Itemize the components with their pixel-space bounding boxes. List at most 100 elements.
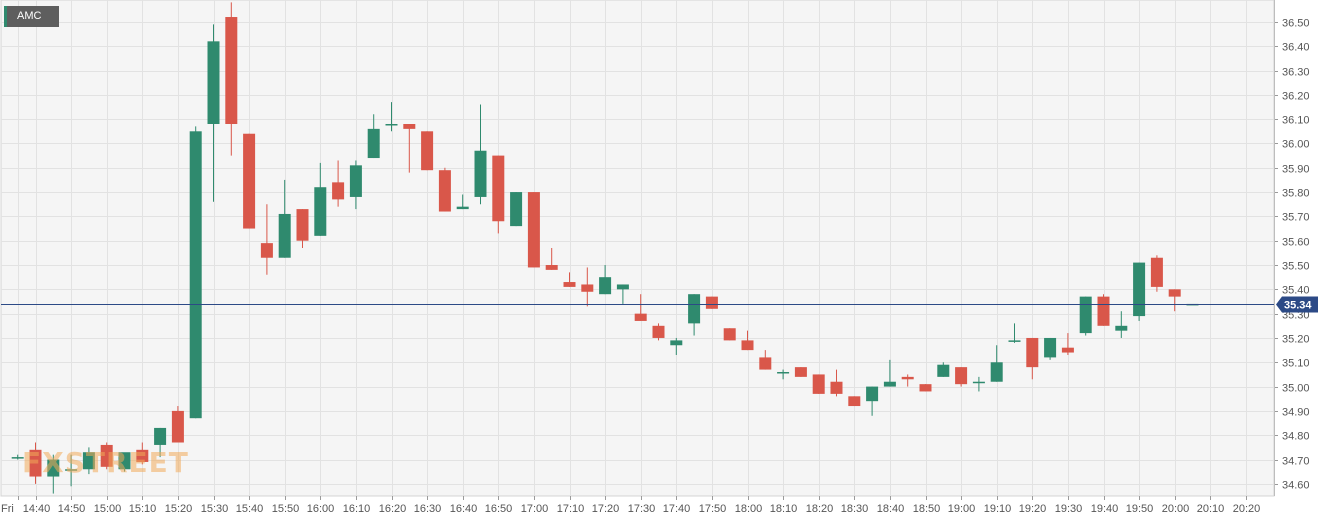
candle bbox=[705, 296, 718, 309]
candle bbox=[332, 160, 345, 207]
candle-body bbox=[421, 131, 434, 171]
x-tick-label: 17:30 bbox=[628, 503, 656, 515]
candle bbox=[794, 367, 807, 377]
candle bbox=[1168, 289, 1181, 312]
candle-body bbox=[82, 452, 95, 470]
candle-body bbox=[1133, 262, 1146, 317]
candle-body bbox=[1168, 289, 1181, 297]
candle-body bbox=[1150, 257, 1163, 287]
candle bbox=[741, 330, 754, 351]
candle bbox=[225, 2, 238, 156]
candle-body bbox=[866, 386, 879, 402]
candle-body bbox=[207, 41, 220, 125]
x-tick-label: 16:10 bbox=[343, 503, 371, 515]
x-tick-label: 20:00 bbox=[1162, 503, 1190, 515]
candle bbox=[278, 179, 291, 258]
candle-body bbox=[794, 367, 807, 377]
candle bbox=[1026, 337, 1039, 380]
candle bbox=[563, 272, 576, 287]
candle-body bbox=[492, 155, 505, 222]
candle bbox=[1008, 323, 1021, 343]
price-tag-background bbox=[1276, 296, 1318, 313]
candle bbox=[314, 162, 327, 236]
candle bbox=[990, 345, 1003, 382]
candle-body bbox=[171, 410, 184, 443]
candle bbox=[1044, 337, 1057, 360]
candle-body bbox=[474, 150, 487, 197]
candle-body bbox=[332, 182, 345, 200]
candle bbox=[118, 452, 131, 472]
candle-body bbox=[1061, 347, 1074, 353]
candle-body bbox=[972, 381, 985, 384]
y-tick-label: 35.10 bbox=[1282, 358, 1310, 370]
candle-body bbox=[296, 209, 309, 241]
current-price-tag: 35.34 bbox=[1276, 296, 1318, 313]
candle bbox=[385, 102, 398, 132]
x-tick-label: 19:30 bbox=[1055, 503, 1083, 515]
x-tick-label: 17:10 bbox=[557, 503, 585, 515]
candle-body bbox=[456, 206, 469, 210]
x-tick-label: 20:20 bbox=[1233, 503, 1261, 515]
candle-body bbox=[848, 396, 861, 407]
candle bbox=[723, 328, 736, 341]
x-tick-label: 16:30 bbox=[414, 503, 442, 515]
candle-body bbox=[670, 340, 683, 346]
candle bbox=[652, 323, 665, 341]
candle bbox=[812, 374, 825, 394]
symbol-badge[interactable]: AMC bbox=[4, 6, 59, 27]
candle bbox=[367, 114, 380, 159]
candle bbox=[830, 369, 843, 397]
candle-body bbox=[688, 294, 701, 324]
candle bbox=[474, 104, 487, 205]
x-tick-label: 14:50 bbox=[58, 503, 86, 515]
candle-body bbox=[314, 187, 327, 236]
candle bbox=[100, 442, 113, 470]
candle bbox=[349, 160, 362, 210]
candle-body bbox=[723, 328, 736, 341]
candle bbox=[1150, 255, 1163, 292]
candle-body bbox=[100, 444, 113, 467]
x-tick-label: 20:10 bbox=[1197, 503, 1225, 515]
candle bbox=[207, 24, 220, 202]
x-tick-label: 16:50 bbox=[485, 503, 513, 515]
candle-body bbox=[812, 374, 825, 394]
candle bbox=[1079, 296, 1092, 336]
candle bbox=[47, 454, 60, 494]
candle bbox=[937, 362, 950, 377]
x-tick-label: 15:50 bbox=[272, 503, 300, 515]
x-tick-label: 17:40 bbox=[663, 503, 691, 515]
candle-body bbox=[510, 192, 523, 227]
candle-body bbox=[599, 277, 612, 295]
y-tick-label: 35.50 bbox=[1282, 261, 1310, 273]
candle-body bbox=[29, 449, 42, 477]
candle bbox=[82, 447, 95, 475]
candle bbox=[492, 155, 505, 234]
x-tick-label: 19:40 bbox=[1091, 503, 1119, 515]
candle bbox=[136, 442, 149, 465]
candle bbox=[296, 209, 309, 248]
x-tick-label: 19:10 bbox=[984, 503, 1012, 515]
candle-body bbox=[1008, 340, 1021, 342]
candle bbox=[456, 194, 469, 210]
candle bbox=[260, 204, 273, 275]
candle-body bbox=[243, 133, 256, 229]
y-tick-label: 36.30 bbox=[1282, 67, 1310, 79]
candle-body bbox=[47, 459, 60, 477]
candle bbox=[171, 406, 184, 443]
candle-body bbox=[937, 364, 950, 377]
candle bbox=[616, 284, 629, 304]
candle-body bbox=[705, 296, 718, 309]
candle bbox=[883, 359, 896, 387]
candle bbox=[670, 337, 683, 355]
candle-body bbox=[777, 372, 790, 374]
candle bbox=[919, 384, 932, 392]
candle-body bbox=[527, 192, 540, 268]
candle-body bbox=[260, 243, 273, 258]
candle bbox=[11, 454, 24, 460]
candle bbox=[29, 442, 42, 484]
candles bbox=[11, 2, 1199, 494]
candle-body bbox=[759, 357, 772, 370]
candle bbox=[901, 374, 914, 387]
candle-body bbox=[616, 284, 629, 290]
